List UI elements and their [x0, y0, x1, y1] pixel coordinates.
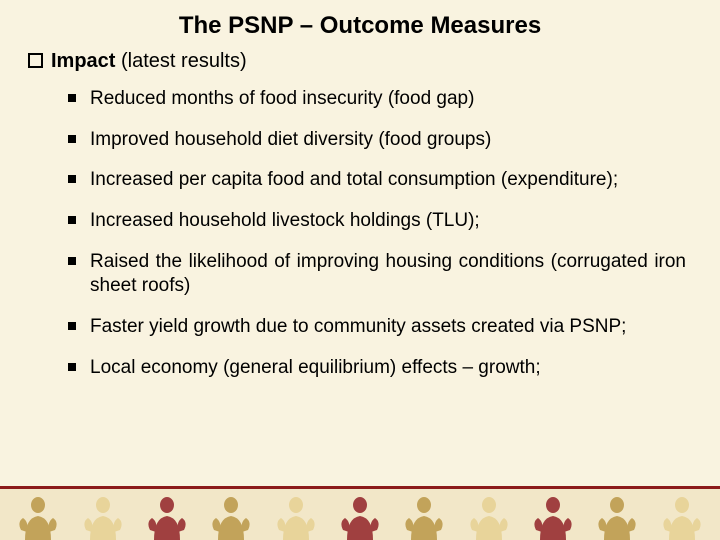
footer-figure-icon: [333, 494, 387, 540]
bullet-item: Reduced months of food insecurity (food …: [68, 87, 686, 112]
square-bullet-icon: [68, 135, 76, 143]
bullet-item: Increased household livestock holdings (…: [68, 209, 686, 234]
footer-band: [0, 489, 720, 540]
square-bullet-icon: [68, 363, 76, 371]
impact-rest: (latest results): [115, 50, 246, 72]
footer-figure-icon: [76, 494, 130, 540]
bullet-text: Local economy (general equilibrium) effe…: [90, 356, 686, 381]
bullet-text: Raised the likelihood of improving housi…: [90, 250, 686, 299]
bullet-text: Improved household diet diversity (food …: [90, 128, 686, 153]
bullet-item: Faster yield growth due to community ass…: [68, 315, 686, 340]
bullet-text: Faster yield growth due to community ass…: [90, 315, 686, 340]
bullet-text: Increased household livestock holdings (…: [90, 209, 686, 234]
footer-figure-icon: [204, 494, 258, 540]
bullet-item: Increased per capita food and total cons…: [68, 168, 686, 193]
footer-figure-icon: [11, 494, 65, 540]
bullet-item: Improved household diet diversity (food …: [68, 128, 686, 153]
impact-heading: Impact (latest results): [24, 50, 696, 73]
footer-figure-icon: [397, 494, 451, 540]
footer-figure-icon: [655, 494, 709, 540]
impact-heading-text: Impact (latest results): [51, 50, 247, 73]
footer-figure-icon: [590, 494, 644, 540]
impact-bold: Impact: [51, 50, 115, 72]
square-bullet-icon: [68, 216, 76, 224]
bullet-item: Raised the likelihood of improving housi…: [68, 250, 686, 299]
bullet-list: Reduced months of food insecurity (food …: [24, 87, 696, 381]
square-bullet-icon: [68, 94, 76, 102]
bullet-text: Increased per capita food and total cons…: [90, 168, 686, 193]
footer-figure-icon: [462, 494, 516, 540]
slide-title: The PSNP – Outcome Measures: [24, 12, 696, 40]
footer-figure-icon: [526, 494, 580, 540]
square-bullet-icon: [68, 322, 76, 330]
bullet-item: Local economy (general equilibrium) effe…: [68, 356, 686, 381]
slide: The PSNP – Outcome Measures Impact (late…: [0, 0, 720, 540]
footer-figure-icon: [269, 494, 323, 540]
square-bullet-icon: [68, 257, 76, 265]
checkbox-bullet-icon: [28, 53, 43, 68]
footer-figure-icon: [140, 494, 194, 540]
footer: [0, 486, 720, 540]
square-bullet-icon: [68, 175, 76, 183]
bullet-text: Reduced months of food insecurity (food …: [90, 87, 686, 112]
